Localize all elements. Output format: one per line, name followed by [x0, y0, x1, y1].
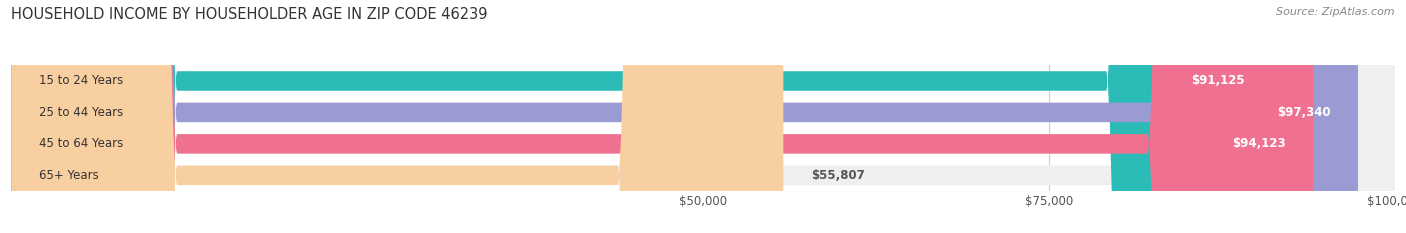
Text: 15 to 24 Years: 15 to 24 Years	[39, 75, 124, 87]
FancyBboxPatch shape	[11, 0, 783, 233]
FancyBboxPatch shape	[11, 0, 1395, 233]
FancyBboxPatch shape	[11, 0, 1395, 233]
Text: 65+ Years: 65+ Years	[39, 169, 98, 182]
Text: $55,807: $55,807	[811, 169, 865, 182]
Text: 25 to 44 Years: 25 to 44 Years	[39, 106, 124, 119]
FancyBboxPatch shape	[11, 0, 1313, 233]
FancyBboxPatch shape	[11, 0, 1395, 233]
Text: $94,123: $94,123	[1232, 137, 1285, 150]
Text: $91,125: $91,125	[1191, 75, 1244, 87]
Text: HOUSEHOLD INCOME BY HOUSEHOLDER AGE IN ZIP CODE 46239: HOUSEHOLD INCOME BY HOUSEHOLDER AGE IN Z…	[11, 7, 488, 22]
FancyBboxPatch shape	[11, 0, 1358, 233]
Text: $97,340: $97,340	[1277, 106, 1330, 119]
Text: 45 to 64 Years: 45 to 64 Years	[39, 137, 124, 150]
Text: Source: ZipAtlas.com: Source: ZipAtlas.com	[1277, 7, 1395, 17]
FancyBboxPatch shape	[11, 0, 1395, 233]
FancyBboxPatch shape	[11, 0, 1272, 233]
